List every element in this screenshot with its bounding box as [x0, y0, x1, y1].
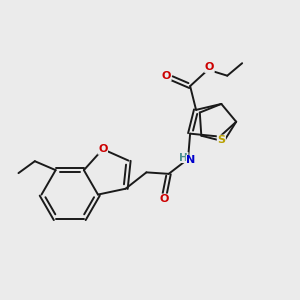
Text: O: O	[205, 62, 214, 72]
Text: S: S	[217, 135, 225, 145]
Text: H: H	[179, 152, 188, 163]
Text: O: O	[162, 71, 171, 81]
Text: N: N	[186, 155, 196, 166]
Text: O: O	[160, 194, 169, 204]
Text: O: O	[98, 144, 107, 154]
